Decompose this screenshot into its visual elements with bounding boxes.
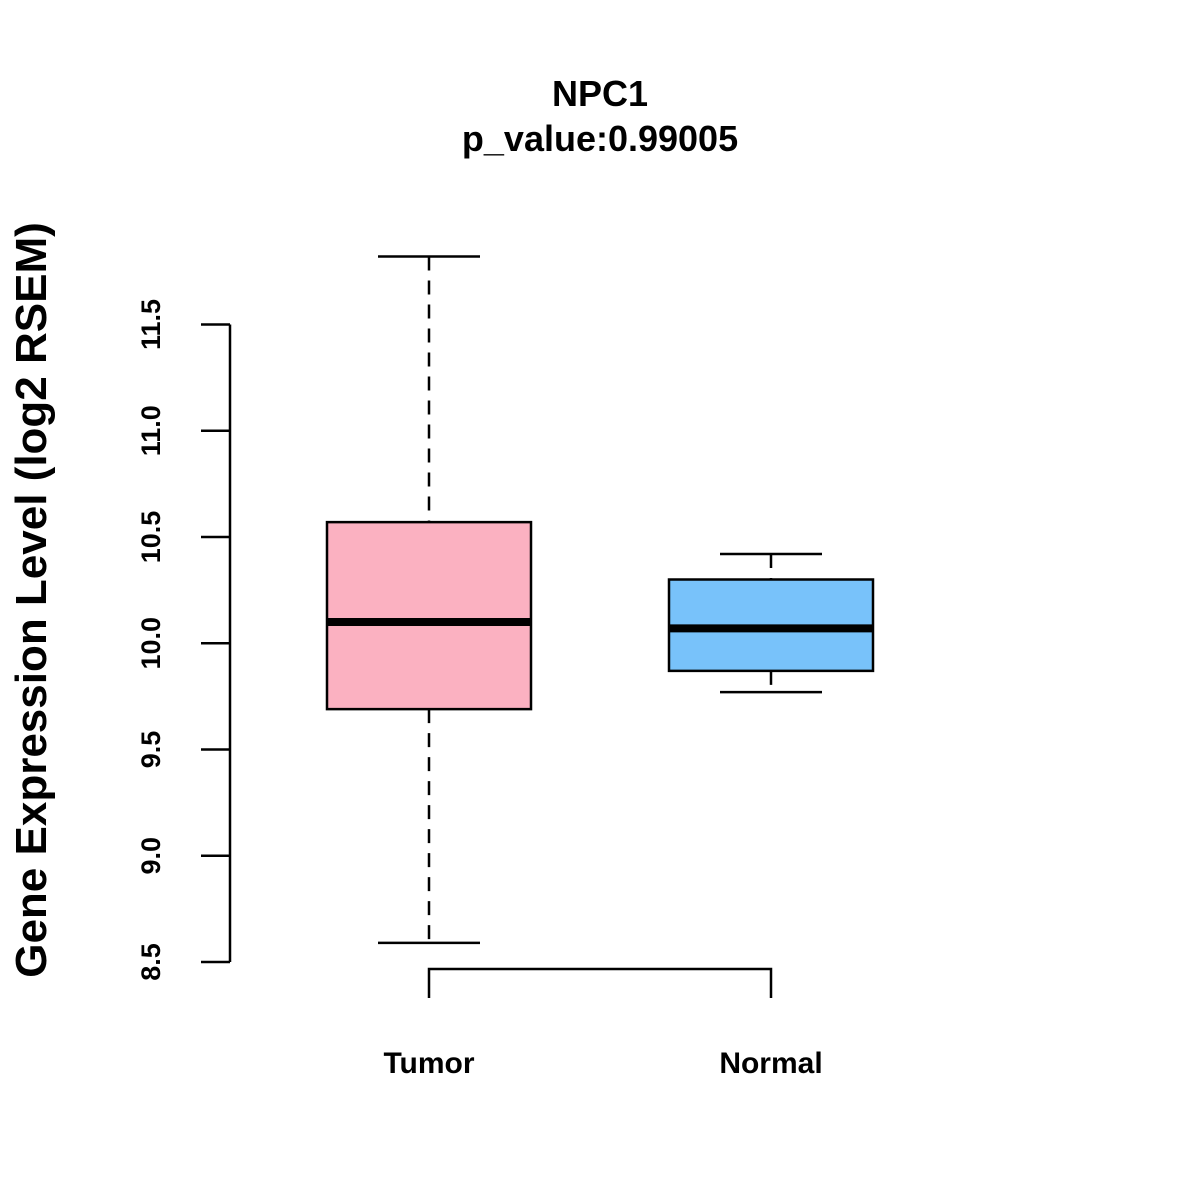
comparison-bracket <box>427 967 773 998</box>
y-tick-label: 10.0 <box>136 617 166 670</box>
y-tick-label: 11.0 <box>136 405 166 456</box>
y-tick-label: 8.5 <box>136 943 166 981</box>
box-normal <box>667 552 875 694</box>
y-tick-label: 10.5 <box>136 511 166 564</box>
x-category-label: Tumor <box>383 1047 474 1080</box>
y-tick-label: 11.5 <box>136 299 166 350</box>
y-tick-label: 9.5 <box>136 731 166 769</box>
bracket-line <box>427 967 773 998</box>
box-body <box>325 520 533 711</box>
chart-subtitle: p_value:0.99005 <box>462 118 738 159</box>
y-tick-label: 9.0 <box>136 837 166 875</box>
chart-title: NPC1 <box>552 73 648 114</box>
category-labels: Tumor Normal <box>383 1047 822 1080</box>
box-tumor <box>325 255 533 945</box>
y-axis-label: Gene Expression Level (log2 RSEM) <box>7 222 56 978</box>
y-axis: 8.5 9.0 9.5 10.0 10.5 11.0 11.5 <box>136 299 232 981</box>
x-category-label: Normal <box>719 1047 822 1080</box>
box-group <box>325 255 875 945</box>
